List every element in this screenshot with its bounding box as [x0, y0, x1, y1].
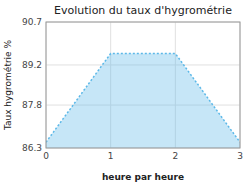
y-axis-label: Taux hygrométrie %	[3, 39, 13, 131]
x-tick-label: 1	[108, 151, 114, 161]
plot-frame	[46, 22, 240, 148]
x-tick-label: 3	[237, 151, 243, 161]
y-tick-label: 86.3	[22, 143, 42, 153]
title: Evolution du taux d'hygrométrie	[54, 4, 232, 17]
y-tick-label: 89.2	[22, 60, 42, 70]
area	[46, 54, 240, 149]
y-tick-label: 87.8	[22, 100, 42, 110]
plot-area	[46, 54, 240, 149]
x-tick-label: 0	[43, 151, 49, 161]
line	[46, 54, 240, 143]
y-tick-label: 90.7	[22, 17, 42, 27]
x-axis-label: heure par heure	[102, 172, 184, 182]
x-tick-label: 2	[172, 151, 178, 161]
chart-container: 86.3 87.8 89.2 90.7 0 1 2 3 Evolution du taux d'…	[0, 0, 250, 188]
chart: 86.3 87.8 89.2 90.7 0 1 2 3 Evolution du taux d'…	[0, 0, 250, 188]
plot-background	[46, 22, 240, 148]
